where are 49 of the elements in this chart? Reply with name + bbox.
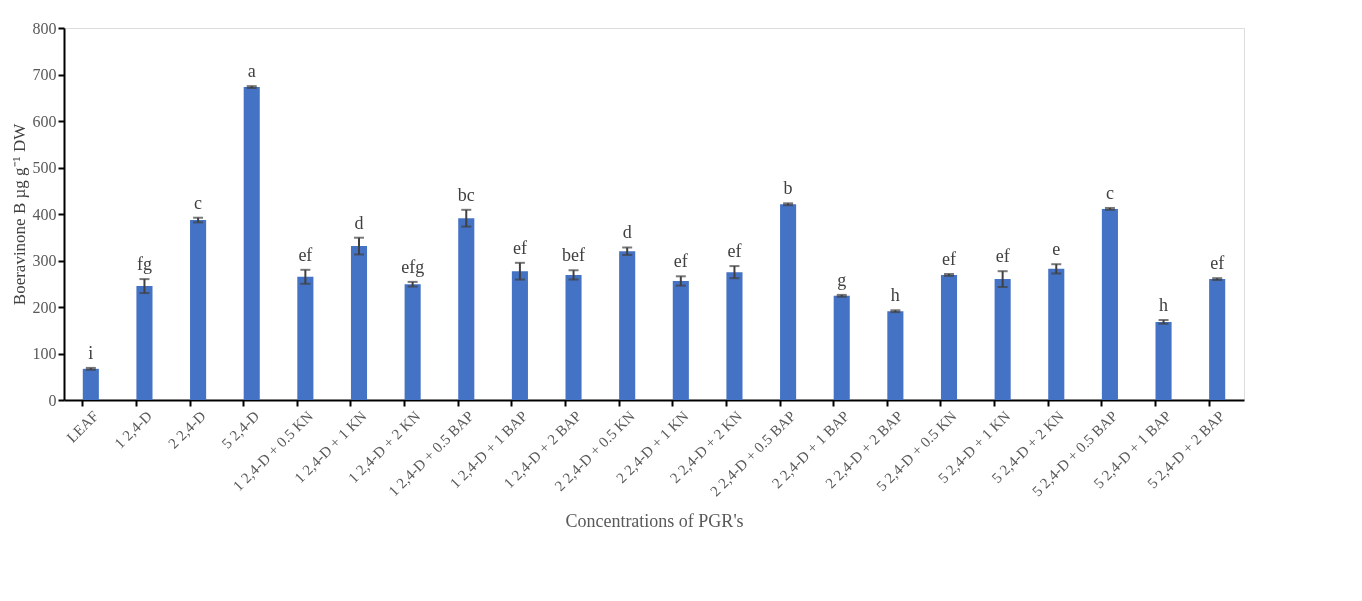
annotation: d [622, 222, 632, 243]
annotation: h [1159, 295, 1169, 316]
bar [994, 279, 1011, 400]
annotation: ef [1210, 253, 1225, 274]
annotation: bc [457, 184, 475, 205]
y-tick-label: 300 [32, 252, 57, 269]
annotation: ef [512, 237, 527, 258]
bar [726, 272, 743, 400]
annotation: g [837, 269, 847, 290]
bar [350, 246, 368, 400]
y-tick-label: 100 [32, 345, 57, 362]
annotation: h [890, 285, 900, 306]
bar [511, 271, 528, 400]
annotation: fg [136, 254, 152, 275]
bar [243, 87, 260, 400]
bar [887, 311, 904, 400]
annotation: c [194, 192, 203, 213]
annotation: ef [942, 248, 956, 269]
annotation: i [88, 342, 94, 363]
bar [833, 295, 850, 400]
bar [1209, 279, 1226, 400]
annotation: a [247, 61, 256, 82]
bar [458, 218, 475, 400]
bar [1101, 208, 1118, 400]
annotation: bef [562, 245, 586, 266]
bar [780, 204, 797, 400]
y-tick-label: 200 [32, 298, 57, 316]
y-tick-label: 600 [32, 112, 57, 130]
annotation: e [1052, 239, 1061, 260]
y-tick-label: 500 [32, 159, 57, 176]
y-axis-title: Boeravinone B µg g⁻¹ DW [9, 122, 29, 306]
annotation: ef [298, 244, 313, 265]
bar [136, 286, 153, 400]
y-tick-label: 800 [32, 19, 57, 37]
annotation: ef [727, 241, 742, 262]
bar [940, 274, 958, 400]
x-axis-title: Concentrations of PGR's [565, 511, 744, 532]
annotation: ef [673, 251, 688, 272]
y-tick-label: 400 [32, 205, 57, 223]
y-tick-label: 700 [32, 66, 57, 83]
annotation: d [354, 212, 364, 233]
y-tick-label: 0 [48, 391, 57, 409]
annotation: ef [995, 246, 1010, 267]
bar [1155, 321, 1172, 400]
bar [297, 276, 314, 400]
bar [82, 368, 99, 400]
annotation: b [783, 178, 793, 199]
annotation: c [1105, 182, 1114, 203]
annotation: efg [401, 256, 425, 277]
